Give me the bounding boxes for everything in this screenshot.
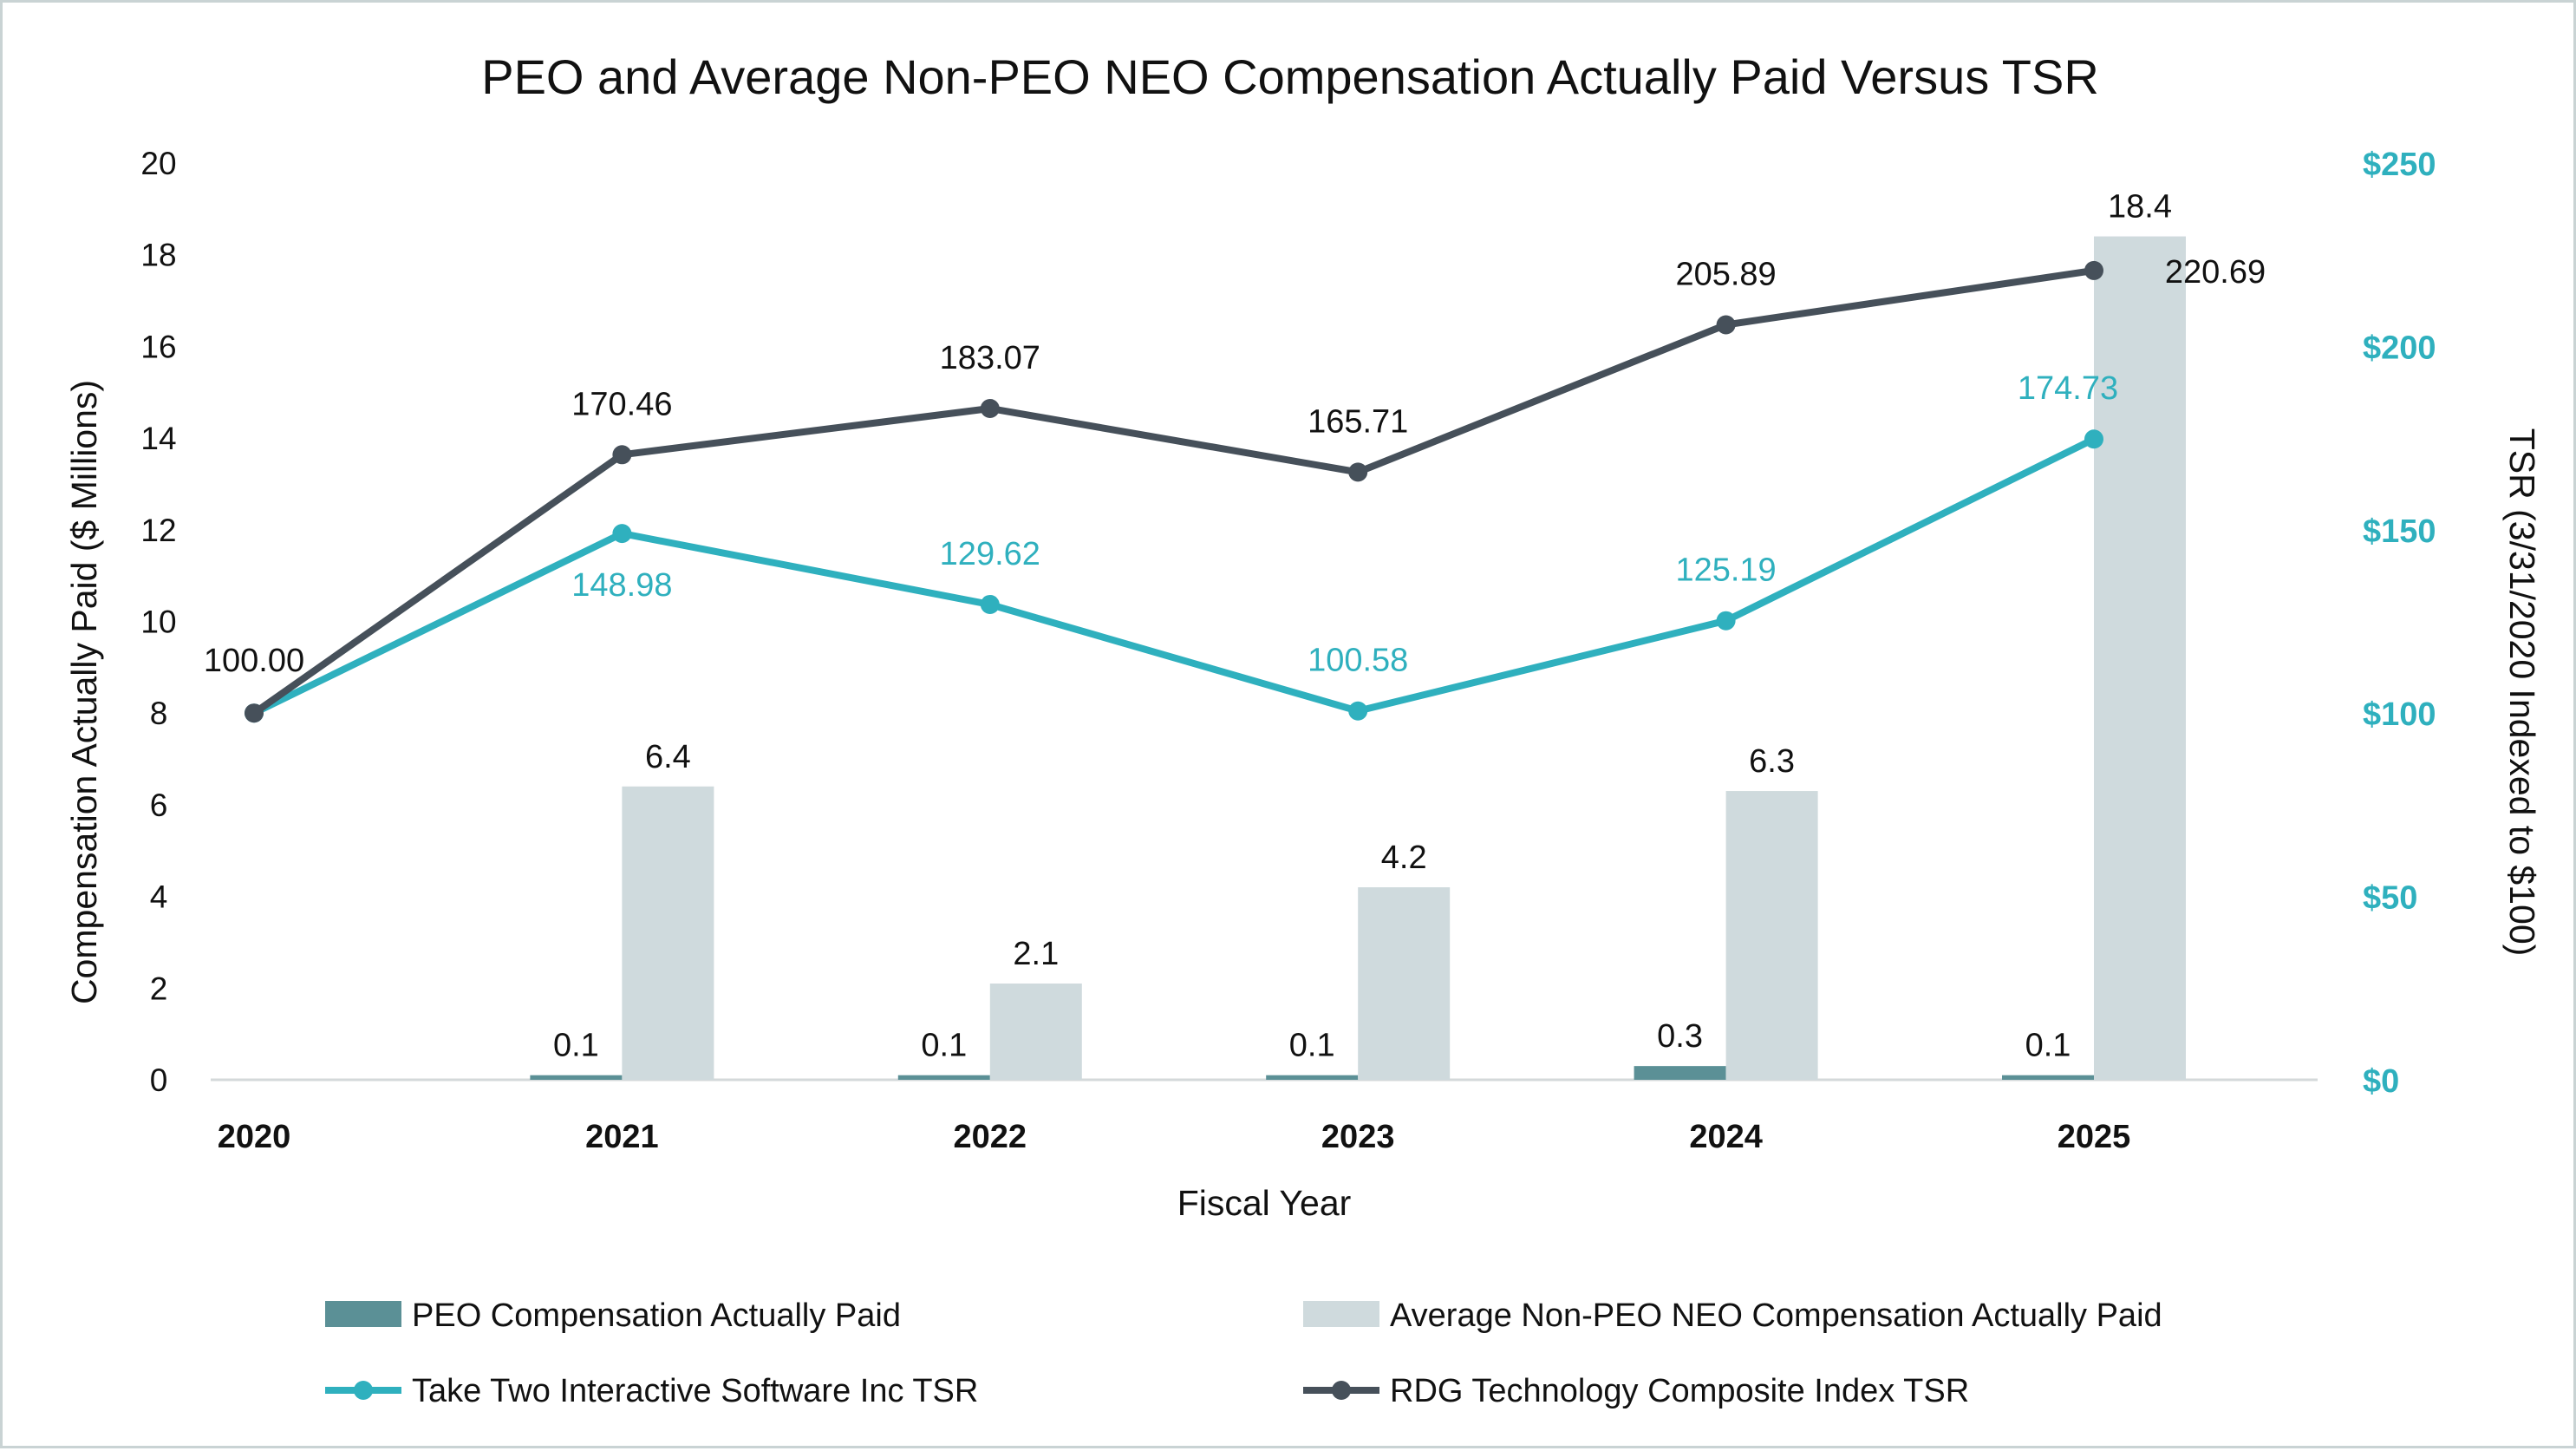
point-ttwo-tsr	[612, 524, 632, 544]
legend-entry-label: Take Two Interactive Software Inc TSR	[412, 1373, 978, 1409]
bar-data-label: 2.1	[1013, 936, 1059, 972]
bar-data-label: 6.4	[645, 739, 691, 775]
y-tick-label: 18	[140, 238, 176, 273]
bar-non-peo-cap	[1358, 887, 1451, 1080]
legend-entry-label: RDG Technology Composite Index TSR	[1390, 1373, 1969, 1409]
bar-non-peo-cap	[1725, 791, 1818, 1080]
bar-data-label: 0.1	[1289, 1028, 1335, 1064]
legend-swatch	[325, 1301, 401, 1327]
ttwo-data-label: 125.19	[1675, 552, 1776, 589]
y-tick-label: 20	[140, 146, 176, 181]
bar-non-peo-cap	[622, 786, 714, 1080]
x-axis-label: Fiscal Year	[1177, 1183, 1352, 1223]
y2-tick-label: $0	[2363, 1063, 2399, 1100]
y2-tick-label: $250	[2363, 147, 2436, 183]
point-ttwo-tsr	[980, 594, 1000, 614]
chart-title: PEO and Average Non-PEO NEO Compensation…	[481, 49, 2099, 104]
bar-data-label: 4.2	[1381, 840, 1427, 876]
bar-non-peo-cap	[989, 984, 1082, 1080]
rdg-data-label: 165.71	[1308, 403, 1408, 440]
rdg-data-label: 100.00	[204, 643, 304, 679]
y2-tick-label: $50	[2363, 880, 2417, 917]
y-tick-label: 8	[150, 696, 168, 731]
x-tick-label: 2020	[218, 1119, 291, 1155]
legend-entry-label: Average Non-PEO NEO Compensation Actuall…	[1390, 1297, 2162, 1334]
point-ttwo-tsr	[1716, 611, 1736, 631]
legend-swatch	[1303, 1301, 1379, 1327]
legend: PEO Compensation Actually Paid Average No…	[325, 1297, 2162, 1409]
line-ttwo-tsr	[251, 435, 2097, 717]
bar-peo-cap	[1266, 1075, 1359, 1080]
x-tick-label: 2022	[954, 1119, 1027, 1155]
rdg-data-label: 170.46	[571, 386, 672, 422]
bar-data-label: 18.4	[2108, 189, 2172, 225]
legend-swatch-marker	[1332, 1381, 1351, 1400]
y2-tick-label: $150	[2363, 513, 2436, 550]
y-tick-label: 4	[150, 879, 168, 915]
bars	[530, 236, 2186, 1080]
y2-tick-label: $200	[2363, 330, 2436, 366]
x-tick-label: 2021	[585, 1119, 659, 1155]
x-tick-label: 2023	[1321, 1119, 1395, 1155]
point-rdg-tsr	[245, 703, 264, 723]
bar-data-label: 0.1	[921, 1028, 967, 1064]
y2-tick-label: $100	[2363, 696, 2436, 733]
legend-swatch-marker	[354, 1381, 373, 1400]
y-tick-label: 14	[140, 421, 176, 456]
bar-peo-cap	[2002, 1075, 2094, 1080]
combo-chart: PEO and Average Non-PEO NEO Compensation…	[64, 49, 2542, 1409]
ttwo-data-label: 174.73	[2018, 370, 2118, 407]
line-rdg-tsr	[251, 266, 2097, 717]
bar-data-label: 6.3	[1749, 743, 1795, 780]
point-rdg-tsr	[1348, 462, 1368, 482]
ttwo-data-label: 148.98	[571, 567, 672, 604]
y-axis-label: Compensation Actually Paid ($ Millions)	[64, 380, 104, 1004]
y-tick-label: 0	[150, 1062, 168, 1098]
y-tick-label: 12	[140, 513, 176, 548]
ttwo-data-label: 100.58	[1308, 643, 1408, 679]
bar-peo-cap	[897, 1075, 990, 1080]
point-rdg-tsr	[980, 398, 1000, 418]
bar-peo-cap	[1634, 1066, 1726, 1080]
lines	[245, 260, 2103, 723]
y-tick-label: 6	[150, 788, 168, 823]
point-ttwo-tsr	[2084, 429, 2103, 449]
point-rdg-tsr	[1716, 315, 1736, 335]
x-tick-label: 2025	[2058, 1119, 2131, 1155]
bar-data-label: 0.1	[2025, 1028, 2071, 1064]
rdg-data-label: 220.69	[2165, 254, 2266, 291]
bar-peo-cap	[530, 1075, 623, 1080]
point-ttwo-tsr	[1348, 701, 1368, 721]
bar-data-label: 0.3	[1657, 1018, 1703, 1055]
x-tick-label: 2024	[1689, 1119, 1763, 1155]
y2-axis-label: TSR (3/31/2020 Indexed to $100)	[2502, 428, 2542, 957]
data-labels: 0.1 0.1 0.1 0.3 0.1 6.4 2.1 4.2 6.3 18.4 148.98 129…	[204, 189, 2266, 1064]
point-rdg-tsr	[2084, 260, 2103, 280]
y-tick-label: 2	[150, 971, 168, 1006]
bar-non-peo-cap	[2094, 236, 2186, 1080]
rdg-data-label: 183.07	[940, 340, 1040, 376]
ttwo-data-label: 129.62	[940, 536, 1040, 572]
axes: 0 2 4 6 8 10 12 14 16 18 20 $0 $50 $100 $150 $200 $250 20…	[140, 146, 2436, 1155]
y-tick-label: 10	[140, 605, 176, 640]
bar-data-label: 0.1	[553, 1028, 599, 1064]
y-tick-label: 16	[140, 329, 176, 364]
point-rdg-tsr	[612, 445, 632, 465]
legend-entry-label: PEO Compensation Actually Paid	[412, 1297, 901, 1334]
rdg-data-label: 205.89	[1675, 256, 1776, 292]
